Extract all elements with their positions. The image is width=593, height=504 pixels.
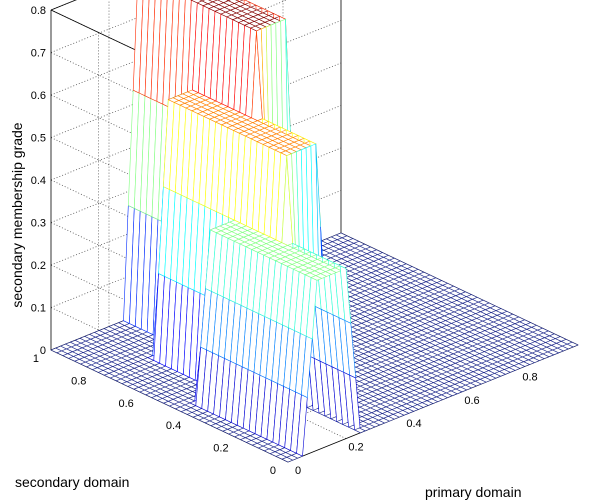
y-tick-label: 0.2 [213, 443, 228, 455]
z-tick-label: 0.7 [31, 48, 46, 60]
surface-mesh [50, 0, 579, 463]
z-tick-label: 0.3 [31, 218, 46, 230]
y-tick-label: 0 [270, 465, 276, 477]
z-tick-label: 0.5 [31, 133, 46, 145]
x-tick-label: 0.2 [348, 442, 363, 454]
z-tick-labels: 0 0.1 0.2 0.3 0.4 0.5 0.6 0.7 0.8 [31, 5, 46, 357]
z-tick-label: 0 [40, 345, 46, 357]
z-tick-label: 0.6 [31, 90, 46, 102]
y-tick-label: 0.8 [71, 375, 86, 387]
x-tick-label: 0 [295, 465, 301, 477]
z-tick-label: 0.8 [31, 5, 46, 17]
x-tick-labels: 0 0.2 0.4 0.6 0.8 [295, 371, 538, 477]
y-tick-labels: 0 0.2 0.4 0.6 0.8 1 [33, 353, 276, 477]
y-axis-label: secondary domain [15, 474, 129, 490]
x-axis-label: primary domain [425, 484, 521, 500]
z-tick-label: 0.1 [31, 303, 46, 315]
x-tick-label: 0.4 [406, 418, 421, 430]
z-tick-label: 0.4 [31, 175, 46, 187]
mesh-cell [566, 341, 579, 348]
x-tick-label: 0.6 [464, 395, 479, 407]
x-tick-label: 0.8 [522, 371, 537, 383]
y-tick-label: 0.6 [119, 398, 134, 410]
z-tick-label: 0.2 [31, 260, 46, 272]
y-tick-label: 0.4 [166, 420, 181, 432]
z-axis-label: secondary membership grade [9, 122, 25, 307]
y-tick-label: 1 [33, 353, 39, 365]
